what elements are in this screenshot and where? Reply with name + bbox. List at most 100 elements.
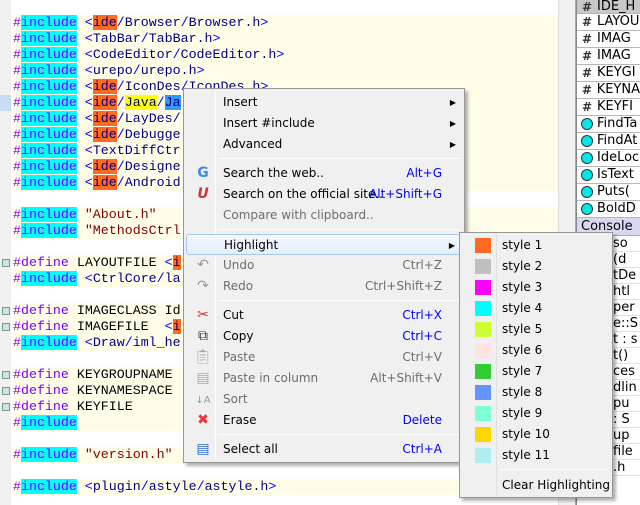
- code-token: >: [276, 47, 285, 62]
- code-token: LayDes/: [124, 111, 181, 126]
- code-token: astyle: [148, 479, 197, 494]
- menu-item-label: style 2: [502, 259, 543, 273]
- code-token: <: [76, 127, 93, 142]
- code-token: /: [156, 271, 165, 286]
- menu-item-search-the-web[interactable]: G Search the web.. Alt+G: [186, 163, 462, 184]
- current-line-marker: [0, 95, 11, 111]
- fold-marker-icon[interactable]: [2, 387, 10, 395]
- menu-separator: [500, 469, 608, 470]
- code-token: #define: [13, 303, 69, 318]
- navigator-item[interactable]: # KEYFI: [577, 99, 640, 116]
- console-header[interactable]: Console: [577, 218, 640, 236]
- navigator-item[interactable]: # IMAG: [577, 48, 640, 65]
- code-token: /: [116, 79, 125, 94]
- code-line: #include <CodeEditor/CodeEditor.h>: [11, 47, 558, 63]
- menu-item-insert-include[interactable]: Insert #include ▶: [186, 113, 462, 134]
- menu-item-label: style 5: [502, 322, 543, 336]
- code-token: #define: [13, 383, 69, 398]
- navigator-item[interactable]: IsText: [577, 167, 640, 184]
- menu-item-shortcut: Ctrl+V: [402, 350, 442, 364]
- code-token: #: [13, 47, 21, 62]
- fold-marker-icon[interactable]: [2, 403, 10, 411]
- highlight-style-6[interactable]: style 6: [462, 340, 610, 361]
- code-token: >: [260, 79, 269, 94]
- code-token: CodeEditor: [92, 47, 173, 62]
- navigator-item[interactable]: # KEYGI: [577, 65, 640, 82]
- menu-item-label: style 10: [502, 427, 550, 441]
- navigator-item[interactable]: BoldD: [577, 201, 640, 218]
- menu-item-paste: 📋︎ Paste Ctrl+V: [186, 347, 462, 368]
- navigator-item[interactable]: # LAYOU: [577, 14, 640, 31]
- menu-item-undo: ↶ Undo Ctrl+Z: [186, 255, 462, 276]
- menu-item-label: Copy: [223, 329, 254, 343]
- menu-item-shortcut: Delete: [402, 413, 442, 427]
- navigator-item-label: Puts(: [597, 184, 630, 199]
- highlight-style-2[interactable]: style 2: [462, 256, 610, 277]
- code-token: Android: [124, 175, 181, 190]
- hash-icon: #: [581, 66, 593, 80]
- menu-item-highlight[interactable]: Highlight ▶: [186, 234, 462, 255]
- code-token: ide: [92, 79, 117, 94]
- menu-item-sort: ↓A Sort: [186, 389, 462, 410]
- menu-item-insert[interactable]: Insert ▶: [186, 92, 462, 113]
- code-token: #: [13, 271, 21, 286]
- highlight-style-3[interactable]: style 3: [462, 277, 610, 298]
- code-token: IconDes: [124, 79, 181, 94]
- code-token: <: [164, 319, 173, 334]
- menu-item-search-on-the-official-site[interactable]: U Search on the official site.. Alt+Shift+…: [186, 184, 462, 205]
- navigator-item[interactable]: # IMAG: [577, 31, 640, 48]
- highlight-style-5[interactable]: style 5: [462, 319, 610, 340]
- menu-item-erase[interactable]: ✖ Erase Delete: [186, 410, 462, 431]
- menu-item-cut[interactable]: ✂ Cut Ctrl+X: [186, 305, 462, 326]
- google-icon: G: [197, 165, 209, 181]
- code-token: CtrlCore: [92, 271, 157, 286]
- code-token: i: [172, 319, 181, 334]
- navigator-item[interactable]: FindAt: [577, 133, 640, 150]
- highlight-style-8[interactable]: style 8: [462, 382, 610, 403]
- navigator-item-label: IMAG: [597, 48, 631, 63]
- menu-item-select-all[interactable]: ▤ Select all Ctrl+A: [186, 439, 462, 460]
- menu-item-label: Advanced: [223, 137, 283, 151]
- code-line: #include <TabBar/TabBar.h>: [11, 31, 558, 47]
- highlight-style-1[interactable]: style 1: [462, 235, 610, 256]
- code-token: include: [20, 79, 77, 94]
- code-token: /: [116, 127, 125, 142]
- menu-separator: [218, 300, 460, 301]
- fold-marker-icon[interactable]: [2, 307, 10, 315]
- code-token: /: [180, 15, 189, 30]
- editor-gutter: [0, 0, 11, 505]
- highlight-style-9[interactable]: style 9: [462, 403, 610, 424]
- color-swatch-icon: [475, 364, 491, 379]
- color-swatch-icon: [475, 406, 491, 421]
- navigator-item-label: IsText: [597, 167, 634, 182]
- menu-item-advanced[interactable]: Advanced ▶: [186, 134, 462, 155]
- highlight-style-4[interactable]: style 4: [462, 298, 610, 319]
- code-token: include: [20, 15, 77, 30]
- fold-marker-icon[interactable]: [2, 323, 10, 331]
- code-token: include: [20, 207, 77, 222]
- menu-item-label: Undo: [223, 258, 255, 272]
- code-token: include: [20, 447, 77, 462]
- menu-item-copy[interactable]: ⧉ Copy Ctrl+C: [186, 326, 462, 347]
- navigator-item[interactable]: # IDE_H: [577, 0, 640, 14]
- highlight-style-10[interactable]: style 10: [462, 424, 610, 445]
- navigator-item[interactable]: FindTa: [577, 116, 640, 133]
- navigator-item[interactable]: IdeLoc: [577, 150, 640, 167]
- navigator-item[interactable]: Puts(: [577, 184, 640, 201]
- menu-separator: [218, 229, 460, 230]
- fold-marker-icon[interactable]: [2, 259, 10, 267]
- highlight-style-11[interactable]: style 11: [462, 445, 610, 466]
- navigator-item-label: FindTa: [597, 116, 638, 131]
- navigator-item[interactable]: # KEYNA: [577, 82, 640, 99]
- scissors-icon: ✂: [197, 307, 209, 323]
- code-token: include: [20, 335, 77, 350]
- code-token: #: [13, 31, 21, 46]
- fold-marker-icon[interactable]: [2, 371, 10, 379]
- menu-item-label: Redo: [223, 279, 254, 293]
- hash-icon: #: [581, 83, 592, 97]
- clear-highlighting-item[interactable]: Clear Highlighting: [462, 475, 610, 496]
- code-token: ide: [92, 127, 117, 142]
- redo-icon: ↷: [197, 278, 209, 294]
- code-token: <: [76, 111, 93, 126]
- highlight-style-7[interactable]: style 7: [462, 361, 610, 382]
